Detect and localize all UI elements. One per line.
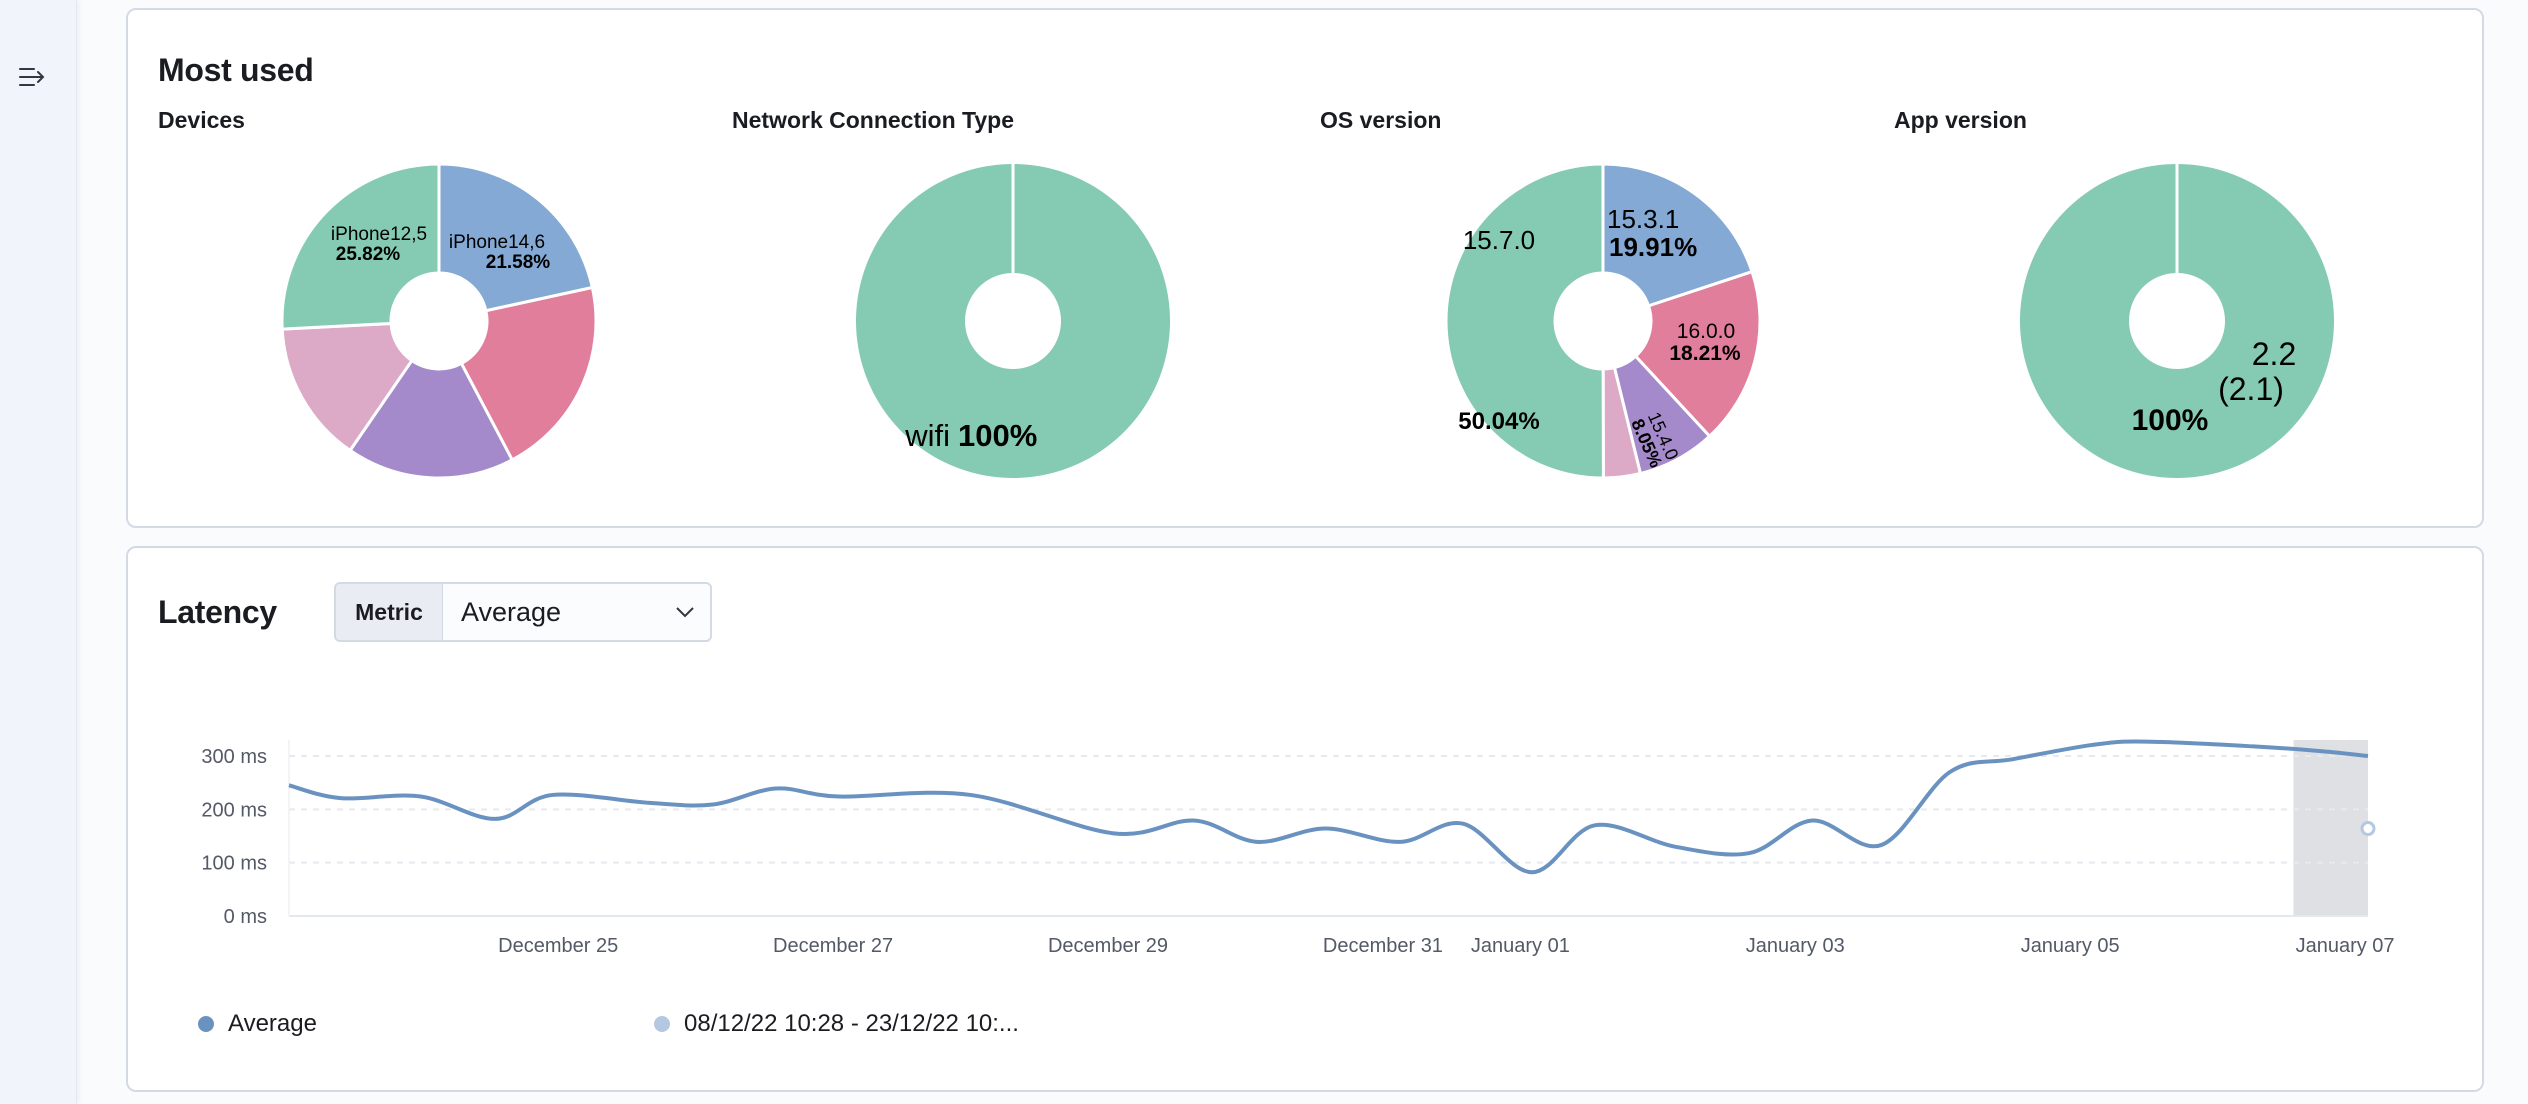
pie-value-label: 21.58%	[486, 252, 551, 273]
highlight-band	[2293, 740, 2368, 916]
most-used-title: Most used	[158, 52, 314, 88]
pie-value-label: 50.04%	[1458, 408, 1539, 435]
x-tick-label: December 25	[498, 935, 618, 957]
pie-value-label: 25.82%	[336, 244, 401, 265]
x-tick-label: December 27	[773, 935, 893, 957]
pie-slice[interactable]	[1633, 269, 1762, 439]
legend-label: Average	[228, 1010, 317, 1037]
menu-expand-icon	[19, 68, 45, 86]
series-line-average[interactable]	[288, 739, 2369, 875]
pie-sublabel: (2.1)	[2218, 371, 2284, 407]
devices-pie	[280, 162, 598, 480]
pie-slice[interactable]	[1444, 162, 1605, 480]
x-tick-label: January 07	[2296, 935, 2395, 957]
network-title: Network Connection Type	[732, 107, 1014, 133]
pie-label: 15.7.0	[1463, 225, 1535, 255]
legend-item-average[interactable]: Average	[198, 1010, 317, 1038]
pie-value-label: 100%	[958, 418, 1037, 453]
most-used-panel: Most used Devices Network Connection Typ…	[126, 8, 2484, 528]
pie-label: 2.2	[2252, 336, 2296, 372]
pie-slice[interactable]	[348, 358, 515, 480]
pie-charts: iPhone12,5 25.82% iPhone14,6 21.58% wifi…	[280, 162, 2334, 480]
x-tick-label: January 01	[1471, 935, 1570, 957]
x-tick-label: January 05	[2021, 935, 2120, 957]
y-tick-label: 100 ms	[201, 853, 267, 875]
network-pie	[855, 164, 1170, 479]
sidebar	[0, 0, 77, 1104]
latency-title: Latency	[158, 594, 277, 630]
pie-label: 15.3.1	[1607, 204, 1679, 234]
devices-title: Devices	[158, 107, 245, 133]
os-version-title: OS version	[1320, 107, 1442, 133]
app-version-pie	[2019, 164, 2334, 478]
x-tick-label: December 29	[1048, 935, 1168, 957]
pie-label: iPhone14,6	[449, 232, 545, 253]
pie-label: wifi	[904, 418, 950, 453]
pie-slice[interactable]	[280, 162, 441, 331]
series-point-previous-period[interactable]	[2360, 821, 2376, 837]
pie-slice[interactable]	[1601, 162, 1754, 308]
legend-item-previous-period[interactable]: 08/12/22 10:28 - 23/12/22 10:...	[654, 1010, 1019, 1038]
pie-slice[interactable]	[459, 285, 598, 462]
x-tick-label: January 03	[1746, 935, 1845, 957]
os-version-pie	[1444, 162, 1762, 480]
pie-value-label: 100%	[2132, 404, 2209, 437]
pie-slice[interactable]	[855, 164, 1170, 479]
sidebar-toggle-button[interactable]	[16, 60, 50, 94]
metric-select-label: Metric	[336, 584, 443, 640]
y-tick-label: 300 ms	[201, 746, 267, 768]
chevron-down-icon	[660, 606, 710, 618]
x-tick-label: December 31	[1323, 935, 1443, 957]
pie-slice[interactable]	[280, 321, 414, 453]
legend-dot	[198, 1016, 214, 1032]
y-tick-label: 200 ms	[201, 799, 267, 821]
metric-select-value: Average	[461, 596, 562, 627]
y-tick-label: 0 ms	[224, 906, 267, 928]
metric-select[interactable]: Metric Average	[334, 582, 712, 642]
pie-slice[interactable]	[437, 162, 595, 313]
pie-label: iPhone12,5	[331, 224, 427, 245]
pie-slice[interactable]	[2019, 164, 2334, 478]
latency-line-chart[interactable]: 0 ms 100 ms 200 ms 300 ms December 25 Decembe…	[128, 548, 2482, 968]
pie-label: 16.0.0	[1677, 320, 1735, 343]
pie-value-label: 19.91%	[1609, 232, 1697, 262]
legend-dot	[654, 1016, 670, 1032]
latency-panel: Latency Metric Average 0 ms 100 ms 200 ms 3…	[126, 546, 2484, 1092]
legend-label: 08/12/22 10:28 - 23/12/22 10:...	[684, 1010, 1019, 1037]
app-version-title: App version	[1894, 107, 2027, 133]
pie-value-label: 18.21%	[1669, 342, 1741, 365]
